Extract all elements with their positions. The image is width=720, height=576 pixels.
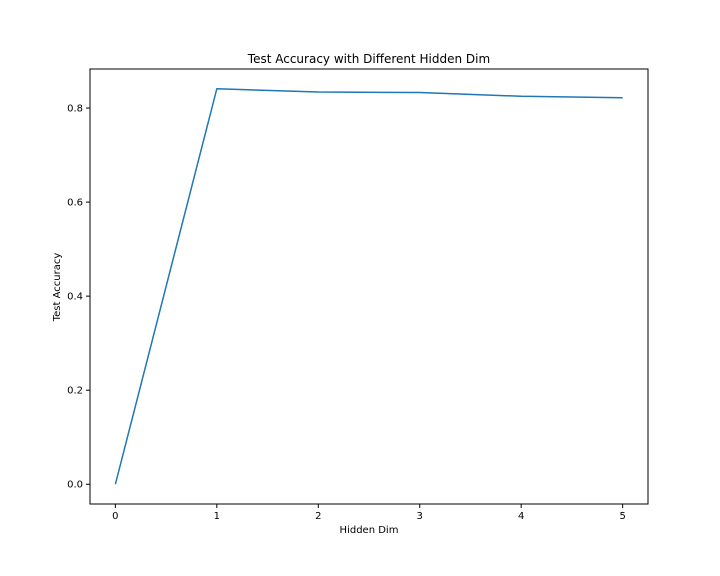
x-axis-label: Hidden Dim (340, 525, 399, 536)
x-tick-label: 0 (112, 511, 118, 522)
x-tick-label: 1 (214, 511, 220, 522)
plot-area (90, 69, 648, 504)
x-tick-label: 2 (315, 511, 321, 522)
plot-frame (89, 68, 649, 505)
y-tick-label: 0.2 (67, 386, 83, 397)
y-tick-label: 0.4 (67, 292, 83, 303)
y-tick-label: 0.6 (67, 198, 83, 209)
y-tick-label: 0.0 (67, 480, 83, 491)
x-axis-ticks: 0 1 2 3 4 5 (112, 504, 626, 522)
x-tick-label: 3 (417, 511, 423, 522)
chart-title: Test Accuracy with Different Hidden Dim (247, 52, 490, 66)
x-tick-label: 5 (619, 511, 625, 522)
x-tick-label: 4 (518, 511, 524, 522)
series-line-0 (114, 88, 623, 485)
y-axis-label: Test Accuracy (52, 253, 63, 323)
y-axis-ticks: 0.0 0.2 0.4 0.6 0.8 (67, 104, 90, 491)
y-tick-label: 0.8 (67, 104, 83, 115)
series-layer (114, 88, 623, 485)
